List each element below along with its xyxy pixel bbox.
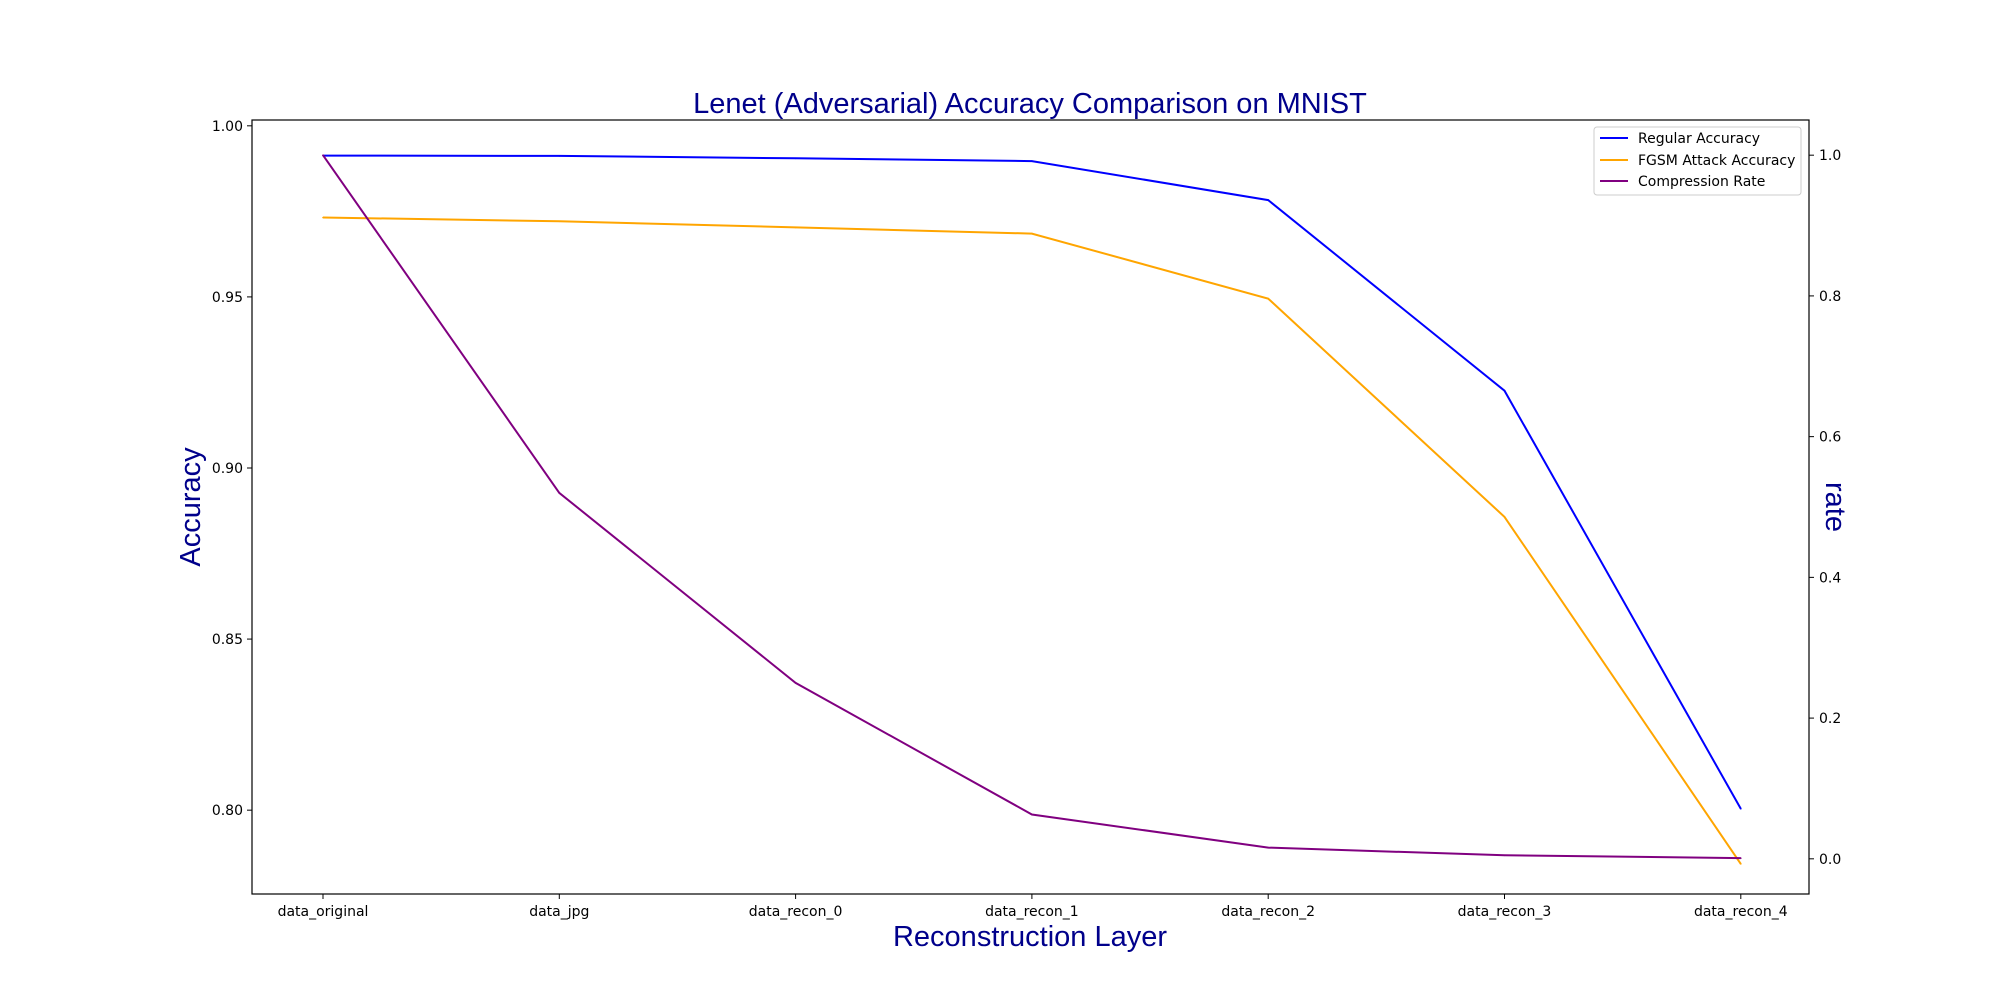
left-tick-label: 0.90 [212,461,243,477]
right-tick-label: 0.6 [1819,430,1841,446]
x-axis-title: Reconstruction Layer [893,921,1167,953]
legend-box [1593,126,1802,196]
series-layer [322,154,1742,865]
data-point-fgsm-attack-accuracy [322,216,324,219]
data-point-compression-rate [1267,846,1269,849]
right-axis-ticks: 0.0 0.2 0.4 0.6 0.8 1.0 [1809,148,1841,868]
data-point-fgsm-attack-accuracy [1031,232,1033,235]
right-tick-label: 0.8 [1819,289,1841,305]
data-point-regular-accuracy [794,157,797,160]
left-axis-ticks: 0.80 0.85 0.90 0.95 1.00 [212,119,252,819]
data-point-fgsm-attack-accuracy [558,220,561,223]
data-point-regular-accuracy [1740,807,1742,810]
left-tick-label: 0.85 [212,632,243,648]
data-point-compression-rate [1740,857,1742,859]
data-point-regular-accuracy [1267,199,1269,201]
y2-axis-title: rate [1819,482,1851,532]
x-tick-label: data_jpg [529,904,589,920]
right-tick-label: 0.0 [1819,852,1841,868]
data-point-compression-rate [558,492,561,494]
right-tick-label: 1.0 [1819,148,1841,164]
legend-label-fgsm-attack-accuracy: FGSM Attack Accuracy [1638,153,1795,169]
data-point-regular-accuracy [1503,389,1506,392]
left-tick-label: 0.80 [212,803,243,819]
legend-label-compression-rate: Compression Rate [1638,174,1765,190]
data-point-fgsm-attack-accuracy [1503,516,1506,518]
x-tick-label: data_original [278,904,369,920]
right-tick-label: 0.4 [1819,570,1841,586]
right-tick-label: 0.2 [1819,711,1841,727]
x-tick-label: data_recon_2 [1221,904,1315,920]
data-point-compression-rate [1503,854,1506,857]
data-point-fgsm-attack-accuracy [794,226,797,229]
legend: Regular Accuracy FGSM Attack Accuracy Co… [1593,126,1802,196]
data-point-fgsm-attack-accuracy [1267,297,1269,300]
data-point-compression-rate [794,682,797,684]
x-tick-label: data_recon_1 [985,904,1079,920]
x-tick-label: data_recon_4 [1694,904,1788,920]
x-tick-label: data_recon_0 [749,904,843,920]
data-point-compression-rate [1031,813,1033,816]
data-point-regular-accuracy [1031,160,1033,162]
data-point-regular-accuracy [558,155,561,157]
data-point-compression-rate [322,154,324,156]
x-axis-ticks: data_original data_jpg data_recon_0 data_re… [278,894,1788,920]
plot-frame [251,119,1810,895]
x-tick-label: data_recon_3 [1458,904,1552,920]
data-point-fgsm-attack-accuracy [1740,863,1742,865]
left-tick-label: 0.95 [212,290,243,306]
left-tick-label: 1.00 [212,119,243,135]
legend-label-regular-accuracy: Regular Accuracy [1638,131,1760,147]
chart-title: Lenet (Adversarial) Accuracy Comparison … [693,88,1367,120]
y-axis-title: Accuracy [175,447,207,567]
